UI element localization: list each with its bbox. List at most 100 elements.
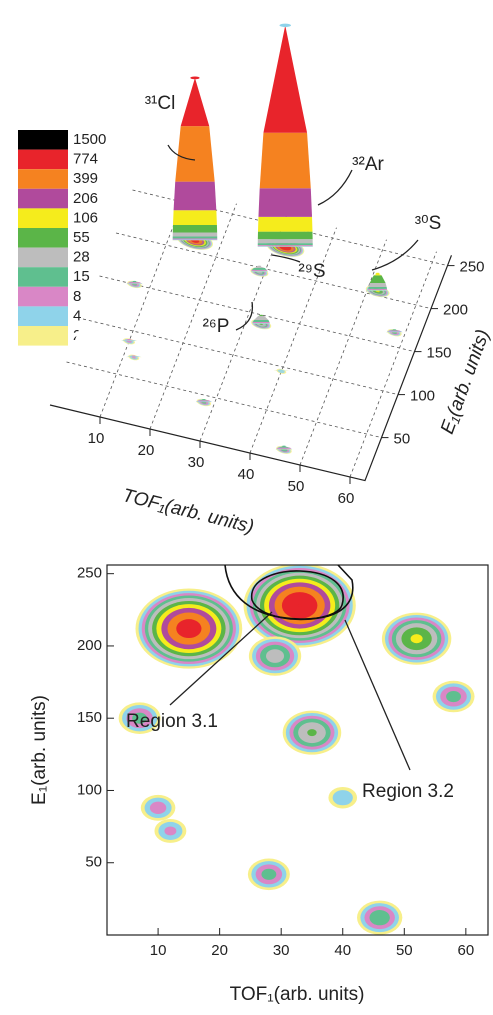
peak [266, 872, 271, 876]
peak [259, 314, 264, 316]
arrow [167, 144, 196, 161]
peak-band [121, 340, 137, 341]
peak-band [257, 231, 313, 240]
floor [50, 179, 452, 481]
y-axis-label: E₁(arb. units) [437, 327, 493, 437]
legend-label: 4 [73, 307, 81, 324]
peak-band [275, 448, 293, 450]
floor-edge [49, 255, 453, 482]
peak-band [172, 236, 218, 239]
annotation-arrows [167, 144, 419, 771]
grid-line [249, 227, 337, 454]
x-tick-label: 50 [288, 478, 305, 495]
grid-line [99, 191, 187, 418]
legend-swatch [18, 208, 68, 228]
peak-band [257, 243, 313, 246]
peak-band [369, 275, 386, 283]
y-tick-label: 100 [77, 781, 102, 798]
peak [340, 796, 345, 800]
peak-band [276, 447, 292, 449]
peak-annotation: ³⁰S [415, 213, 442, 234]
peak-band [252, 321, 270, 324]
peak-band [173, 181, 217, 211]
peak-band [196, 400, 211, 402]
peak [156, 806, 161, 810]
legend-label: 8 [73, 288, 81, 305]
peak-band [253, 316, 269, 321]
peak-band [373, 273, 382, 276]
legend-label: 774 [73, 151, 98, 168]
x-tick-label: 30 [273, 942, 290, 959]
peak [282, 445, 286, 447]
arrow [271, 254, 301, 263]
peak [309, 731, 314, 735]
legend-swatch [18, 169, 68, 189]
peak [392, 329, 397, 331]
grid-line [299, 239, 387, 466]
legend-swatch [18, 247, 68, 268]
peak [168, 829, 173, 833]
y-axis-label: E₁(arb. units) [29, 695, 50, 805]
x-axis-label: TOF₁(arb. units) [230, 984, 365, 1005]
grid-line [149, 203, 237, 430]
peak [257, 265, 262, 267]
peak [297, 603, 302, 607]
legend-label: 106 [73, 209, 98, 226]
contour-panel: 10 20 30 40 50 60 50 100 150 200 250 TOF₁(arb. unit… [29, 564, 489, 1005]
peak [273, 654, 278, 658]
x-tick-label: 60 [338, 490, 355, 507]
x-tick-label: 20 [211, 942, 228, 959]
peak-band [387, 330, 402, 332]
legend-label: 28 [73, 249, 90, 266]
frame [106, 564, 489, 936]
peak [127, 339, 131, 341]
x-tick-label: 30 [188, 454, 205, 471]
peak [279, 369, 284, 371]
peak-band [175, 126, 215, 182]
peak [279, 23, 292, 28]
peak-band [126, 283, 143, 284]
legend-label: 55 [73, 229, 90, 246]
y-tick-label: 200 [77, 637, 102, 654]
peak-annotation: ³²Ar [352, 154, 384, 175]
peak-band [127, 282, 142, 284]
region-label: Region 3.2 [362, 781, 454, 802]
x-tick-label: 60 [457, 942, 474, 959]
y-tick-label: 250 [460, 259, 485, 276]
peak [414, 637, 419, 641]
peak-band [368, 288, 388, 290]
legend-label: 206 [73, 190, 98, 207]
peak-band [257, 216, 313, 232]
y-tick-label: 250 [77, 565, 102, 582]
peak-band [252, 320, 270, 322]
peak [132, 280, 137, 282]
peak-band [368, 289, 388, 291]
peak-band [259, 132, 311, 189]
x-tick-label: 40 [334, 942, 351, 959]
peak [375, 272, 380, 274]
peak [190, 76, 200, 80]
peak [132, 355, 136, 357]
y-tick-label: 50 [85, 854, 102, 871]
peak-band [126, 356, 141, 357]
x-tick-label: 50 [396, 942, 413, 959]
y-tick-label: 150 [77, 709, 102, 726]
plot-area [118, 565, 475, 935]
x-tick-label: 20 [138, 442, 155, 459]
peak-band [172, 238, 218, 240]
peak-band [368, 286, 387, 289]
peak-band [172, 239, 218, 241]
grid-line [349, 251, 437, 478]
peak-band [277, 446, 291, 448]
arrow [344, 619, 411, 771]
peak-band [180, 77, 210, 127]
surface-panel: 1500774399206106552815842102030405060501… [18, 23, 493, 538]
legend-swatch [18, 306, 68, 326]
peak-band [386, 331, 403, 333]
peak-band [172, 224, 218, 233]
y-tick-label: 150 [427, 345, 452, 362]
legend-swatch [18, 130, 68, 150]
legend-swatch [18, 228, 68, 248]
y-tick-label: 200 [443, 302, 468, 319]
